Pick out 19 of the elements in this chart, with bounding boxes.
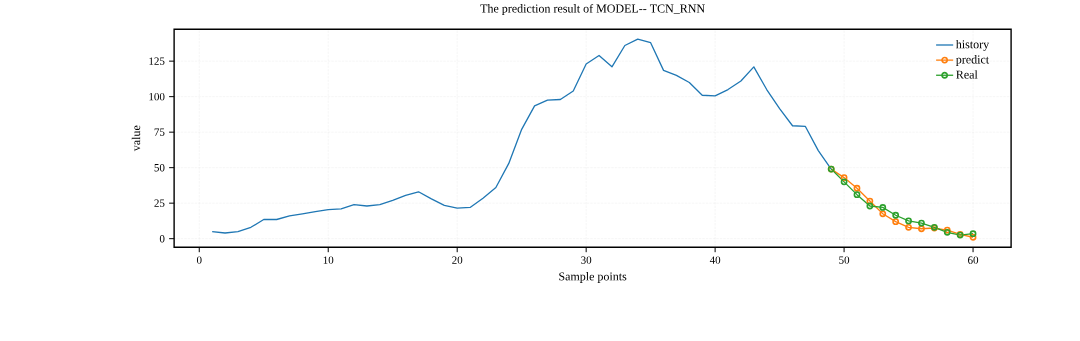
x-tick-label: 60 bbox=[968, 256, 979, 264]
chart-title: The prediction result of MODEL-- TCN_RNN bbox=[480, 4, 705, 16]
x-axis-title: Sample points bbox=[559, 272, 627, 283]
y-tick-label: 50 bbox=[154, 163, 165, 172]
legend-label: Real bbox=[956, 70, 978, 79]
y-axis-title: value bbox=[131, 125, 141, 152]
y-tick-label: 25 bbox=[154, 199, 165, 207]
x-tick-label: 0 bbox=[196, 256, 202, 264]
y-tick-label: 75 bbox=[154, 128, 165, 136]
legend-label: predict bbox=[956, 55, 990, 66]
x-tick-label: 10 bbox=[323, 256, 334, 264]
x-tick-label: 40 bbox=[709, 256, 721, 264]
y-tick-label: 125 bbox=[149, 57, 165, 65]
y-tick-label: 0 bbox=[159, 235, 165, 243]
x-tick-label: 50 bbox=[839, 256, 850, 264]
legend-label: history bbox=[955, 39, 990, 51]
x-tick-label: 30 bbox=[581, 256, 592, 264]
x-tick-label: 20 bbox=[452, 256, 463, 264]
y-tick-label: 100 bbox=[149, 92, 165, 101]
